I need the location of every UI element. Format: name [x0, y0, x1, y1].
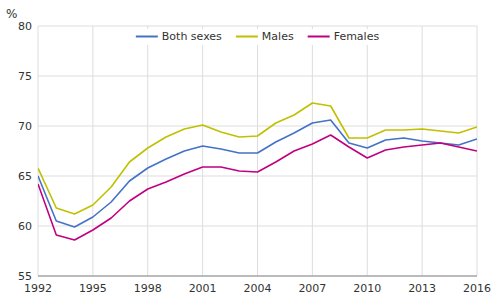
grid-line [92, 26, 93, 276]
tick-label: 75 [18, 70, 32, 83]
tick-label: 80 [18, 20, 32, 33]
tick-label: 60 [18, 220, 32, 233]
tick-label: 65 [18, 170, 32, 183]
grid-line [312, 26, 313, 276]
legend-background [130, 29, 385, 45]
tick-label: 1992 [24, 282, 52, 295]
tick-label: 2010 [353, 282, 381, 295]
legend-swatch [136, 36, 158, 38]
tick-label: 2016 [463, 282, 491, 295]
tick-label: 2013 [408, 282, 436, 295]
grid-line [38, 276, 477, 277]
tick-label: 1995 [79, 282, 107, 295]
x-axis [38, 276, 477, 277]
tick-label: 2001 [189, 282, 217, 295]
legend-swatch [236, 36, 258, 38]
legend-label: Males [262, 30, 294, 43]
legend-swatch [308, 36, 330, 38]
tick-label: 70 [18, 120, 32, 133]
grid-line [202, 26, 203, 276]
legend: Both sexes Males Females [130, 29, 385, 45]
series-line [38, 135, 477, 240]
plot-area [38, 103, 477, 240]
grid-line [38, 26, 39, 276]
grid-line [257, 26, 258, 276]
tick-label: 2004 [244, 282, 272, 295]
series-line [38, 103, 477, 214]
grid-line [147, 26, 148, 276]
grid-line [422, 26, 423, 276]
tick-label: 2007 [298, 282, 326, 295]
legend-label: Both sexes [162, 30, 222, 43]
tick-label: 1998 [134, 282, 162, 295]
grid-line [367, 26, 368, 276]
legend-label: Females [334, 30, 380, 43]
chart: 5560657075801992199519982001200420072010… [0, 0, 491, 302]
y-axis-label: % [6, 7, 17, 21]
